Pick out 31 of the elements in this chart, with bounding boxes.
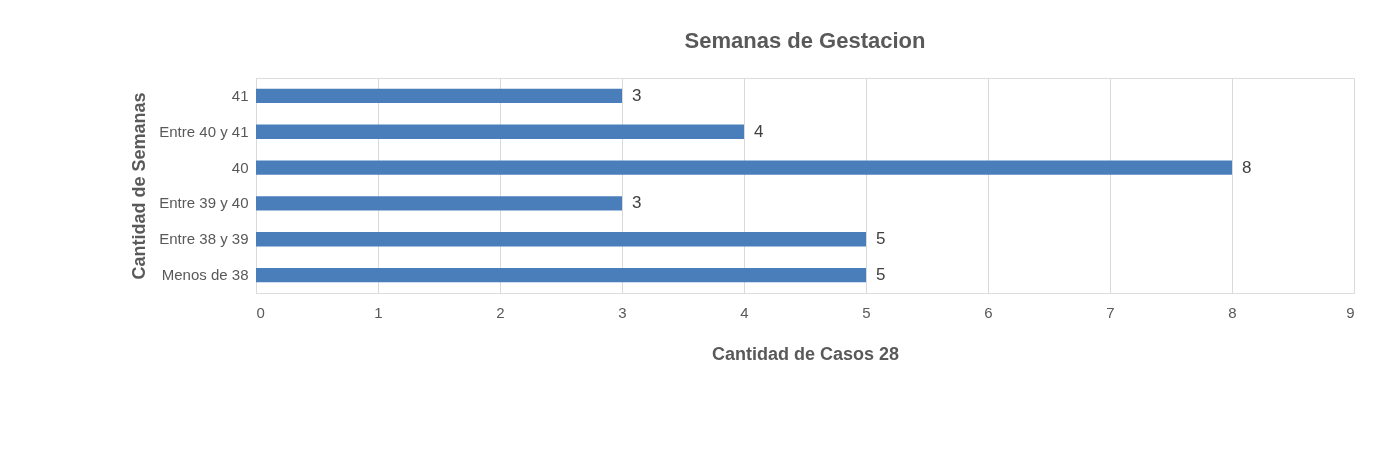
x-tick-label: 0 [256,303,265,321]
x-tick-label: 7 [1106,303,1115,321]
bar [256,88,622,104]
x-tick-label: 4 [740,303,749,321]
bar [256,267,866,283]
x-tick-label: 5 [862,303,871,321]
y-tick-label: Entre 40 y 41 [159,122,249,140]
y-axis-title: Cantidad de Semanas [129,92,150,280]
x-tick-label: 3 [618,303,627,321]
y-tick-label: 40 [231,158,249,176]
data-label: 3 [632,85,642,105]
bar [256,124,744,139]
x-tick-label: 1 [374,303,383,321]
data-label: 5 [876,229,886,249]
chart-title: Semanas de Gestacion [684,28,926,53]
x-tick-label: 8 [1228,303,1237,321]
y-tick-label: Entre 38 y 39 [159,230,249,248]
x-axis-title: Cantidad de Casos 28 [711,343,900,364]
data-label: 8 [1242,157,1252,177]
data-label: 5 [876,265,886,285]
x-tick-label: 2 [496,303,505,321]
x-tick-label: 6 [984,303,993,321]
bar [256,160,1232,175]
y-tick-label: Entre 39 y 40 [159,194,249,212]
bar [256,196,622,211]
x-tick-label: 9 [1346,303,1355,321]
bar [256,232,866,247]
data-label: 4 [754,121,764,141]
data-label: 3 [632,193,642,213]
y-tick-label: Menos de 38 [161,266,249,284]
y-tick-label: 41 [231,86,249,104]
